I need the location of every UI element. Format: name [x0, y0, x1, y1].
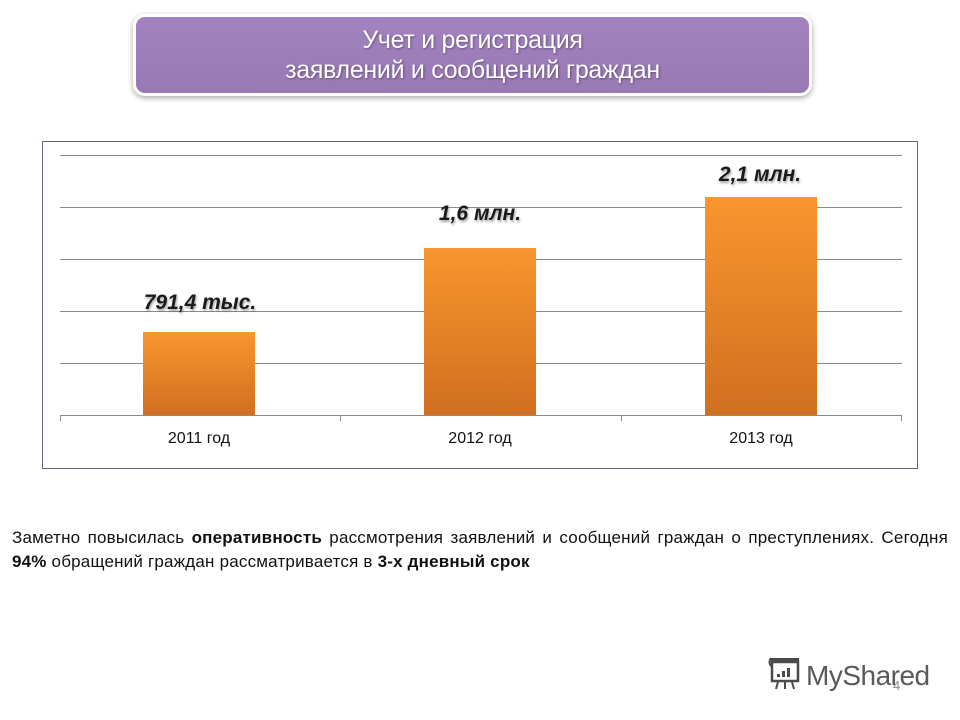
summary-paragraph: Заметно повысилась оперативность рассмот… — [12, 526, 948, 574]
slide-title-line-1: Учет и регистрация — [362, 26, 583, 54]
x-axis — [60, 415, 902, 416]
page-number: 4 — [893, 678, 901, 693]
text-part: Заметно повысилась — [12, 528, 192, 547]
text-bold: 3-х дневный срок — [377, 552, 530, 571]
bar-2011 — [143, 332, 255, 415]
text-bold: 94% — [12, 552, 47, 571]
text-part: обращений граждан рассматривается в — [46, 552, 378, 571]
category-label-2013: 2013 год — [729, 430, 793, 447]
x-axis-tick — [621, 415, 622, 421]
category-label-2012: 2012 год — [448, 430, 512, 447]
x-axis-tick — [60, 415, 61, 421]
category-label-2011: 2011 год — [167, 430, 231, 447]
data-label-2013: 2,1 млн. — [718, 163, 802, 186]
slide-title-box: Учет и регистрация заявлений и сообщений… — [133, 14, 812, 96]
slide-title-line-2: заявлений и сообщений граждан — [285, 56, 660, 84]
x-axis-tick — [901, 415, 902, 421]
data-label-2012: 1,6 млн. — [438, 202, 522, 225]
gridline — [60, 207, 902, 208]
x-axis-tick — [340, 415, 341, 421]
text-bold: оперативность — [191, 528, 322, 547]
bar-2012 — [424, 248, 536, 415]
text-part: рассмотрения заявлений и сообщений гражд… — [322, 528, 948, 547]
watermark-logo: MyShared — [768, 655, 930, 696]
gridline — [60, 155, 902, 156]
watermark-brand: MyShared — [806, 659, 930, 691]
bar-2013 — [705, 197, 817, 415]
presentation-board-icon — [768, 655, 802, 696]
data-label-2011: 791,4 тыс. — [143, 291, 257, 314]
